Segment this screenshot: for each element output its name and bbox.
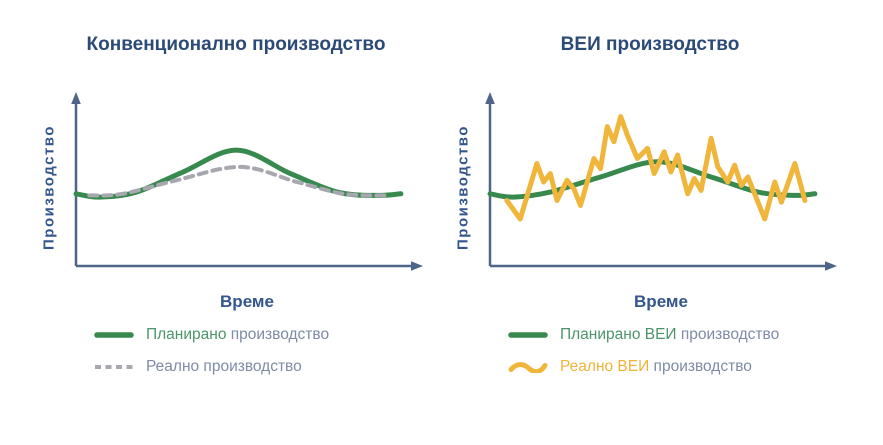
plot-area-res: Производство Време [450,88,850,312]
chart-panel-conventional: Конвенционално производство Производство… [36,26,436,376]
legend-label: Реално производство [146,358,302,375]
y-axis-label: Производство [40,125,58,251]
y-axis-arrow-icon [71,92,81,104]
legend-item-real-production: Реално производство [94,358,436,376]
chart-res [485,92,837,271]
chart-conventional [71,92,423,271]
plot-area-conventional: Производство Време [36,88,436,312]
y-axis-arrow-icon [485,92,495,104]
x-axis-label: Време [634,292,688,311]
legend-res: Планирано ВЕИ производство Реално ВЕИ пр… [508,326,850,376]
legend-label: Планирано ВЕИ производство [560,326,780,343]
legend-item-real-res-production: Реално ВЕИ производство [508,358,850,376]
legend-conventional: Планирано производство Реално производст… [94,326,436,376]
legend-item-planned-production: Планирано производство [94,326,436,344]
x-axis-arrow-icon [411,261,423,271]
series-yellow-line [504,114,808,222]
legend-wavy-yellow-line-icon [508,362,548,373]
y-axis-label: Производство [454,125,472,251]
chart-title-res: ВЕИ производство [560,34,740,55]
series-green-line [73,147,404,200]
legend-label: Планирано производство [146,326,330,343]
legend-solid-green-line-icon [508,332,548,338]
legend-item-planned-res-production: Планирано ВЕИ производство [508,326,850,344]
x-axis-label: Време [220,292,274,311]
legend-label: Реално ВЕИ производство [560,358,752,375]
legend-dashed-gray-line-icon [95,365,134,369]
legend-solid-green-line-icon [94,332,134,338]
x-axis-arrow-icon [825,261,837,271]
chart-title-conventional: Конвенционално производство [86,34,386,55]
series-gray-line [87,164,390,198]
chart-panel-res: ВЕИ производство Производство Време План… [450,26,850,376]
